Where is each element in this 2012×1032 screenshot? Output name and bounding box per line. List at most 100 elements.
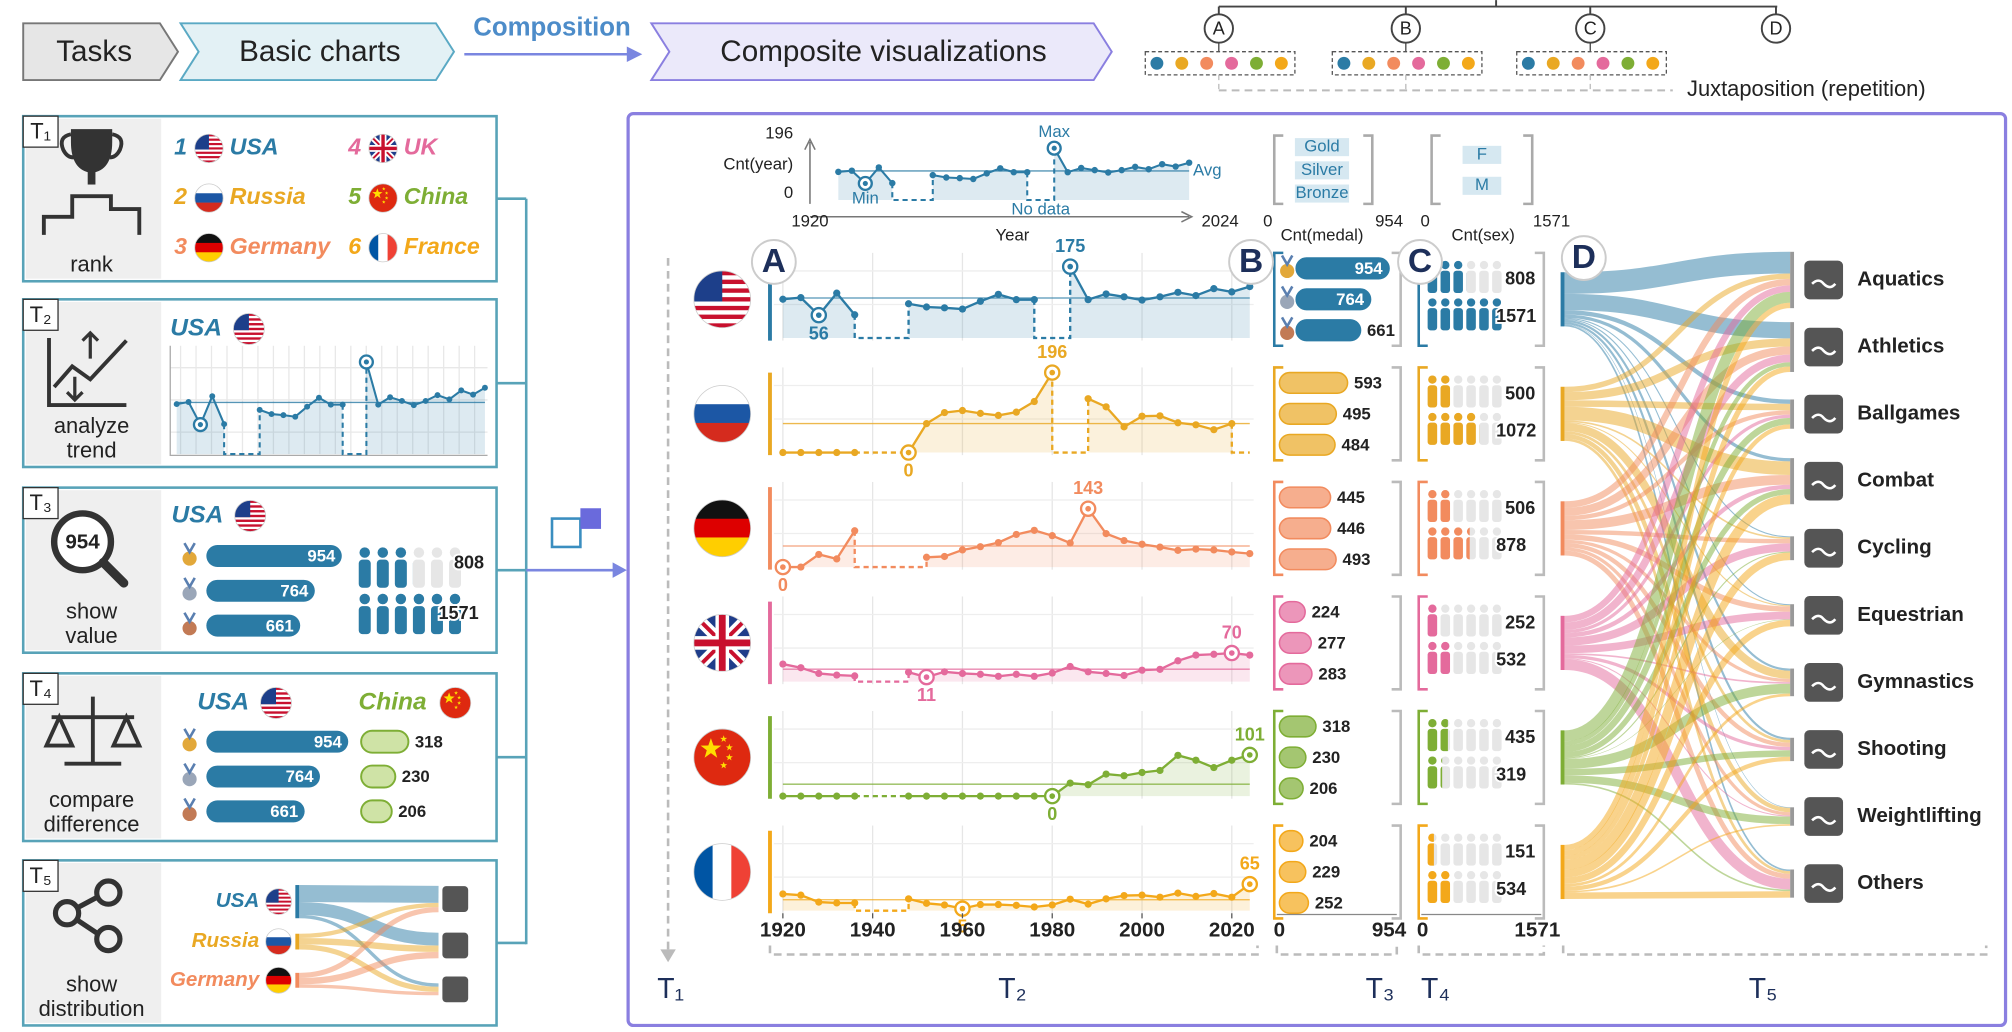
person-body: [1440, 728, 1448, 752]
axis-tick-label: 0: [1274, 919, 1285, 942]
sport-glyph: [1811, 748, 1837, 758]
person-body: [1466, 614, 1476, 637]
tree-dot: [1646, 56, 1660, 70]
tree-dot: [1250, 56, 1263, 70]
point: [1192, 421, 1200, 429]
pictograph: [358, 547, 413, 588]
point: [422, 397, 429, 404]
flag-part: [260, 706, 292, 709]
person-body: [1492, 499, 1502, 523]
sport-name: Athletics: [1857, 334, 1944, 357]
person-body: [1427, 614, 1438, 637]
person-body: [1440, 614, 1451, 637]
point: [209, 393, 216, 400]
rank-number: 2: [173, 183, 187, 209]
point: [976, 297, 985, 305]
target-bar: [1790, 536, 1795, 561]
pictograph-base: [1427, 527, 1502, 560]
person-head: [1492, 641, 1502, 651]
person-head: [1492, 298, 1502, 307]
sport-icon: [1804, 663, 1844, 702]
person-body: [1492, 537, 1502, 560]
point: [1084, 296, 1092, 304]
person-body: [1427, 651, 1438, 674]
point: [1064, 168, 1071, 176]
pictograph: [1427, 375, 1451, 408]
flag-border: [265, 967, 292, 994]
source-bar: [295, 885, 300, 919]
person-head: [1441, 833, 1450, 842]
person-body: [1479, 614, 1489, 637]
flag-border: [234, 500, 267, 532]
point: [1228, 288, 1236, 296]
target-bar: [1790, 807, 1795, 826]
point: [835, 168, 842, 176]
person-body: [1466, 537, 1470, 560]
flag-border: [194, 183, 224, 213]
point: [922, 419, 931, 428]
person-body: [376, 559, 389, 588]
person-body: [430, 559, 443, 588]
legend-box: [1462, 176, 1502, 195]
person-head: [377, 547, 389, 558]
flag-part: [693, 323, 751, 328]
person-body: [412, 559, 425, 588]
point: [268, 411, 275, 418]
person-head: [1428, 604, 1437, 613]
flow: [1564, 658, 1791, 817]
point: [922, 899, 931, 907]
point: [797, 294, 805, 302]
person-head: [1428, 375, 1437, 384]
point: [943, 174, 950, 181]
pictograph: [1427, 527, 1470, 560]
person-head: [449, 593, 461, 605]
flag-border: [368, 133, 398, 163]
flag-star: [720, 735, 728, 742]
bracket: [1272, 595, 1284, 691]
point: [1172, 163, 1179, 170]
bar-label: 954: [307, 547, 336, 566]
gap-line: [853, 303, 910, 340]
medal-bar: [1295, 288, 1372, 311]
area: [908, 372, 1053, 453]
point: [958, 546, 967, 554]
point: [387, 394, 394, 401]
point: [994, 792, 1002, 800]
tree-dot: [1461, 56, 1475, 70]
medal-bar: [1278, 631, 1313, 655]
medal-type: Silver: [1301, 160, 1343, 179]
person-body: [412, 606, 425, 635]
sport-glyph: [1811, 681, 1837, 691]
country-name: USA: [170, 314, 222, 341]
header-step: Tasks: [56, 35, 132, 68]
person-body: [1453, 614, 1463, 637]
flag: [233, 313, 265, 345]
flag-part: [265, 908, 292, 911]
legend-box: [1294, 138, 1350, 157]
person-body: [1427, 766, 1438, 789]
target-bar: [1790, 604, 1795, 627]
person-body: [1479, 537, 1489, 560]
highlight-dot: [1049, 793, 1056, 799]
point: [940, 901, 949, 909]
flag-star: [725, 753, 733, 761]
header-composition: Composition: [473, 13, 631, 41]
point: [779, 660, 787, 668]
person-body: [1440, 537, 1451, 560]
highlight-dot: [1246, 881, 1253, 887]
point: [848, 167, 856, 174]
area: [1070, 266, 1250, 339]
medal-ribbon: [1280, 285, 1294, 299]
point: [851, 448, 859, 457]
task-id: T₃: [29, 490, 51, 515]
medal-bar: [1278, 433, 1336, 456]
flow: [1564, 775, 1791, 825]
source-bar: [295, 972, 300, 988]
person-head: [1479, 756, 1489, 765]
flag-part: [194, 160, 224, 163]
source-bar: [1560, 730, 1565, 785]
point: [327, 401, 334, 408]
task-id: T₅: [1749, 973, 1778, 1005]
tree-dot: [1225, 56, 1239, 70]
person-body: [1479, 651, 1489, 674]
